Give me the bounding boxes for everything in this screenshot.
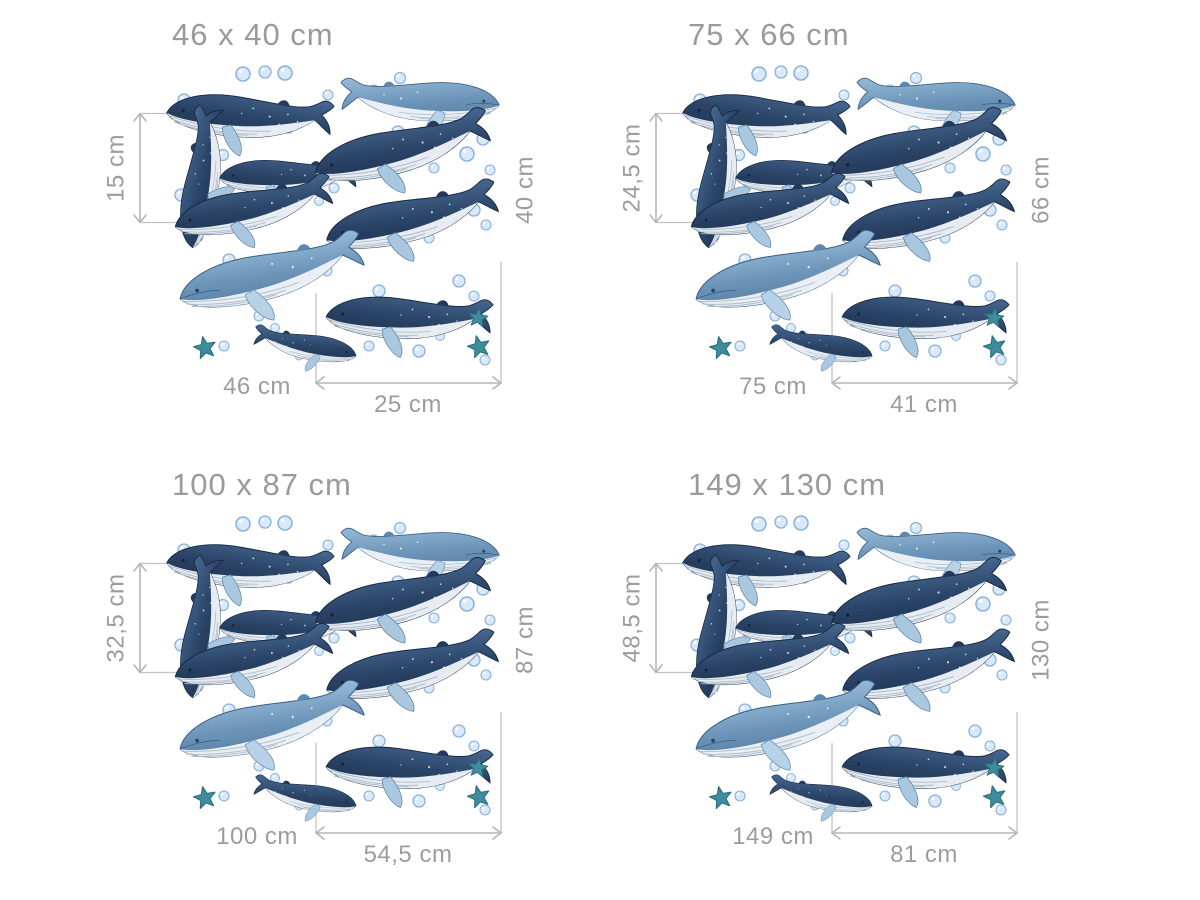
whale-collage: [160, 516, 503, 825]
segment-height-label: 48,5 cm: [618, 574, 645, 663]
panel-title: 75 x 66 cm: [688, 17, 850, 52]
total-height-label: 87 cm: [511, 606, 538, 674]
size-variant-panel-3: 100 x 87 cm 32,5 cm 87 cm 100 cm 54,5 cm: [0, 450, 600, 900]
segment-height-label: 24,5 cm: [618, 124, 645, 213]
total-width-label: 149 cm: [732, 823, 814, 850]
dimension-annotations: 32,5 cm 87 cm 100 cm 54,5 cm: [102, 562, 538, 868]
segment-width-label: 25 cm: [374, 391, 442, 418]
segment-width-label: 54,5 cm: [364, 841, 453, 868]
whale-collage: [676, 516, 1019, 825]
segment-width-label: 41 cm: [890, 391, 958, 418]
dimension-annotations: 48,5 cm 130 cm 149 cm 81 cm: [618, 562, 1054, 868]
total-width-label: 100 cm: [216, 823, 298, 850]
segment-width-label: 81 cm: [890, 841, 958, 868]
size-variant-panel-4: 149 x 130 cm 48,5 cm 130 cm 149 cm 81 cm: [516, 450, 1116, 900]
total-height-label: 40 cm: [511, 156, 538, 224]
size-variant-panel-1: 46 x 40 cm 15 cm 40 cm 46 cm 25 cm: [0, 0, 600, 450]
panel-title: 46 x 40 cm: [172, 17, 334, 52]
total-height-label: 130 cm: [1027, 599, 1054, 681]
panel-title: 149 x 130 cm: [688, 467, 886, 502]
whale-collage: [676, 66, 1019, 375]
panel-title: 100 x 87 cm: [172, 467, 352, 502]
whale-collage: [160, 66, 503, 375]
segment-height-label: 15 cm: [102, 134, 129, 202]
dimension-annotations: 24,5 cm 66 cm 75 cm 41 cm: [618, 112, 1054, 418]
segment-height-label: 32,5 cm: [102, 574, 129, 663]
total-width-label: 46 cm: [223, 373, 291, 400]
size-variant-panel-2: 75 x 66 cm 24,5 cm 66 cm 75 cm 41 cm: [516, 0, 1116, 450]
total-height-label: 66 cm: [1027, 156, 1054, 224]
dimension-annotations: 15 cm 40 cm 46 cm 25 cm: [102, 112, 538, 418]
total-width-label: 75 cm: [739, 373, 807, 400]
